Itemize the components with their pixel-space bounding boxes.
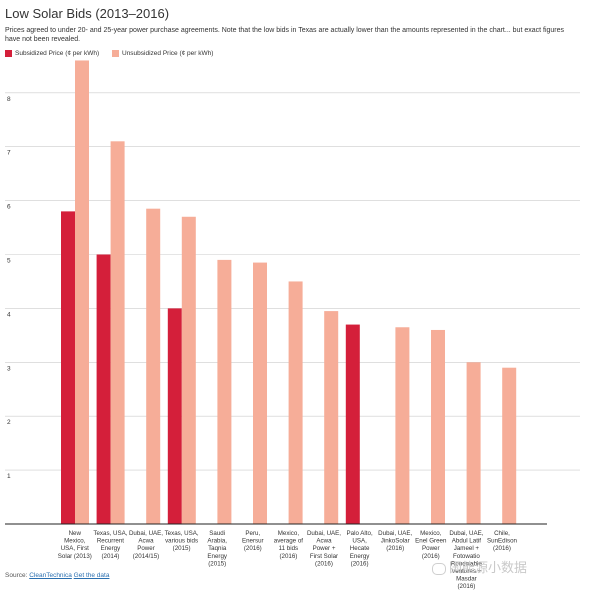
source-link[interactable]: CleanTechnica: [29, 572, 72, 579]
y-tick-label: 8: [7, 96, 11, 103]
x-tick-label: Peru, Enersur (2016): [242, 530, 264, 552]
get-data-link[interactable]: Get the data: [73, 572, 110, 579]
y-tick-label: 4: [7, 311, 11, 318]
x-tick-label: Texas, USA, various bids (2015): [165, 530, 199, 552]
legend-label-subsidized: Subsidized Price (¢ per kWh): [15, 50, 100, 57]
y-tick-label: 2: [7, 419, 11, 426]
bar-unsubsidized: [288, 281, 303, 524]
bar-unsubsidized: [75, 60, 89, 525]
watermark-text: 国能源小数据: [449, 560, 528, 575]
y-tick-label: 1: [7, 473, 11, 480]
wechat-icon: [432, 562, 446, 575]
watermark: 国能源小数据: [432, 557, 527, 576]
legend-item-subsidized[interactable]: Subsidized Price (¢ per kWh): [5, 50, 112, 57]
bar-unsubsidized: [253, 262, 267, 524]
y-tick-label: 7: [7, 150, 11, 157]
bar-unsubsidized: [395, 327, 410, 524]
legend-swatch-unsubsidized: [112, 50, 119, 57]
source-prefix: Source:: [5, 572, 28, 579]
y-tick-label: 5: [7, 258, 11, 265]
y-tick-label: 3: [7, 365, 11, 372]
bar-unsubsidized: [502, 367, 517, 524]
bar-subsidized: [167, 308, 182, 524]
bar-unsubsidized: [466, 362, 481, 524]
bar-subsidized: [96, 254, 111, 524]
bar-unsubsidized: [110, 141, 125, 524]
bar-unsubsidized: [146, 208, 161, 524]
x-tick-label: Saudi Arabia, Taqnia Energy (2015): [207, 530, 228, 567]
x-tick-label: Dubai, UAE, JinkoSolar (2016): [378, 530, 412, 552]
y-tick-label: 6: [7, 204, 11, 211]
chart-title: Low Solar Bids (2013–2016): [5, 6, 170, 21]
x-tick-label: Mexico, Enel Green Power (2016): [415, 530, 447, 560]
legend-item-unsubsidized[interactable]: Unsubsidized Price (¢ per kWh): [112, 50, 213, 57]
x-tick-label: Mexico, average of 11 bids (2016): [274, 530, 304, 560]
bar-unsubsidized: [431, 329, 445, 524]
bar-unsubsidized: [181, 216, 196, 524]
source-line: Source: CleanTechnica Get the data: [5, 572, 109, 579]
bar-unsubsidized: [217, 259, 232, 524]
legend-label-unsubsidized: Unsubsidized Price (¢ per kWh): [122, 50, 214, 57]
chart-legend: Subsidized Price (¢ per kWh) Unsubsidize…: [5, 50, 213, 57]
bar-subsidized: [61, 211, 75, 524]
x-tick-label: Texas, USA, Recurrent Energy (2014): [93, 530, 127, 560]
x-tick-label: New Mexico, USA, First Solar (2013): [58, 530, 92, 560]
x-tick-label: Dubai, UAE, Acwa Power + First Solar (2016): [307, 530, 341, 567]
x-tick-label: Dubai, UAE, Abdul Latif Jameel + Fotowatio R…: [449, 530, 483, 590]
chart-subtitle: Prices agreed to under 20- and 25-year p…: [5, 27, 565, 43]
x-tick-label: Dubai, UAE, Acwa Power (2014/15): [129, 530, 163, 560]
bar-subsidized: [345, 324, 360, 524]
bar-unsubsidized: [324, 311, 339, 524]
x-tick-label: Chile, SunEdison (2016): [487, 530, 517, 552]
legend-swatch-subsidized: [5, 50, 12, 57]
x-tick-label: Palo Alto, USA, Hecate Energy (2016): [347, 530, 373, 567]
